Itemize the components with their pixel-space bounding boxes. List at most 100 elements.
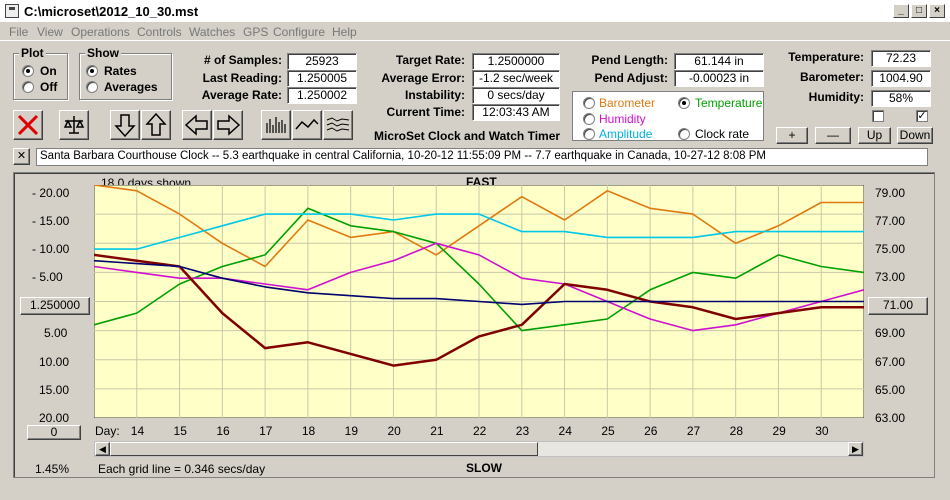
show-rates-label: Rates — [104, 64, 137, 78]
left-tick: 5.00 — [44, 326, 68, 340]
arrow-down-button[interactable] — [110, 110, 140, 140]
x-tick-label: 30 — [815, 424, 829, 438]
temperature-series-line — [94, 207, 864, 332]
plot-on-label: On — [40, 64, 57, 78]
samples-value: 25923 — [287, 53, 357, 70]
humidity-label: Humidity: — [808, 90, 864, 104]
show-rates-radio[interactable] — [86, 65, 98, 77]
average-rate-value: 1.250002 — [287, 87, 357, 104]
x-tick-label: 21 — [430, 424, 444, 438]
humidity-radio[interactable] — [583, 113, 595, 125]
scale-plus-button[interactable]: + — [776, 127, 808, 144]
window-title: C:\microset\2012_10_30.mst — [24, 4, 199, 19]
menu-configure[interactable]: Configure — [273, 25, 326, 39]
last-reading-value: 1.250005 — [287, 70, 357, 87]
arrow-right-button[interactable] — [213, 110, 243, 140]
right-tick: 69.00 — [875, 326, 906, 340]
temperature-label: Temperature: — [788, 50, 864, 64]
scale-down-button[interactable]: Down — [897, 127, 933, 144]
x-tick-label: 22 — [473, 424, 487, 438]
red-x-icon — [17, 114, 39, 136]
menu-gps[interactable]: GPS — [243, 25, 269, 39]
show-averages-radio[interactable] — [86, 81, 98, 93]
pend-adjust-value: -0.00023 in — [674, 70, 764, 87]
right-tick: 65.00 — [875, 383, 906, 397]
day-axis-label: Day: — [95, 424, 120, 438]
target-rate-value[interactable]: 1.2500000 — [472, 53, 560, 70]
pend-length-value[interactable]: 61.144 in — [674, 53, 764, 70]
temperature-option-label: Temperature — [695, 96, 763, 110]
right-tick: 67.00 — [875, 355, 906, 369]
stop-button[interactable] — [13, 110, 43, 140]
line-view-button[interactable] — [292, 110, 322, 140]
pend-adjust-label: Pend Adjust: — [594, 71, 668, 85]
barometer-radio[interactable] — [583, 97, 595, 109]
balance-button[interactable] — [59, 110, 89, 140]
target-rate-label: Target Rate: — [395, 53, 465, 67]
arrow-left-button[interactable] — [182, 110, 212, 140]
plot-on-radio[interactable] — [22, 65, 34, 77]
menu-help[interactable]: Help — [332, 25, 357, 39]
scroll-right-button[interactable]: ▶ — [848, 442, 863, 456]
menu-file[interactable]: File — [9, 25, 29, 39]
bars-view-button[interactable] — [261, 110, 291, 140]
show-group-label: Show — [85, 46, 121, 60]
last-reading-label: Last Reading: — [202, 71, 282, 85]
x-tick-label: 20 — [387, 424, 401, 438]
x-tick-label: 18 — [301, 424, 316, 438]
amplitude-radio[interactable] — [583, 128, 595, 140]
x-tick-label: 25 — [601, 424, 615, 438]
maximize-button[interactable]: □ — [911, 4, 927, 18]
show-group — [79, 53, 172, 100]
left-tick: - 15.00 — [32, 214, 70, 228]
clock-rate-option-label: Clock rate — [695, 127, 750, 141]
humidity-value: 58% — [871, 90, 931, 107]
x-tick-label: 24 — [558, 424, 572, 438]
left-tick: 20.00 — [39, 411, 70, 425]
center-rate-button[interactable]: 1.250000 — [20, 297, 90, 315]
clock-rate-series-line — [94, 253, 864, 367]
minimize-button[interactable]: _ — [893, 4, 909, 18]
arrow-left-icon — [184, 114, 208, 136]
x-axis-ticks: 14 15 16 17 18 19 20 21 22 23 24 25 26 27 28 29 30 — [94, 424, 864, 440]
checkbox-1[interactable] — [872, 110, 884, 122]
menu-view[interactable]: View — [37, 25, 63, 39]
samples-label: # of Samples: — [203, 53, 282, 67]
scale-up-button[interactable]: Up — [858, 127, 891, 144]
clear-log-button[interactable]: ✕ — [13, 148, 30, 165]
right-tick: 77.00 — [875, 214, 906, 228]
left-tick: 15.00 — [39, 383, 70, 397]
product-name: MicroSet Clock and Watch Timer — [374, 129, 561, 143]
event-log: Santa Barbara Courthouse Clock -- 5.3 ea… — [36, 148, 928, 166]
arrow-up-icon — [145, 112, 167, 136]
arrow-up-button[interactable] — [141, 110, 171, 140]
show-averages-label: Averages — [104, 80, 158, 94]
checkbox-2[interactable]: ✓ — [916, 110, 928, 122]
menu-controls[interactable]: Controls — [137, 25, 182, 39]
x-tick-label: 14 — [130, 424, 145, 438]
clock-rate-radio[interactable] — [678, 128, 690, 140]
amplitude-option-label: Amplitude — [599, 127, 653, 141]
barometer-series-line — [94, 185, 864, 268]
menu-watches[interactable]: Watches — [189, 25, 236, 39]
horizontal-scrollbar[interactable]: ◀ ▶ — [94, 441, 864, 457]
app-icon — [5, 4, 19, 18]
series-selector: Barometer Temperature Humidity Amplitude… — [572, 91, 764, 141]
scales-icon — [63, 116, 85, 134]
scroll-left-button[interactable]: ◀ — [95, 442, 110, 456]
temperature-radio[interactable] — [678, 97, 690, 109]
x-tick-label: 17 — [259, 424, 273, 438]
scroll-thumb[interactable] — [110, 442, 538, 456]
offset-button[interactable]: 0 — [27, 425, 81, 440]
bar-graph-icon — [266, 117, 286, 133]
instability-label: Instability: — [404, 88, 465, 102]
multi-line-view-button[interactable] — [323, 110, 353, 140]
menu-operations[interactable]: Operations — [71, 25, 130, 39]
arrow-down-icon — [114, 114, 136, 138]
plot-off-label: Off — [40, 80, 58, 94]
close-button[interactable]: × — [929, 4, 945, 18]
menu-bar: File View Operations Controls Watches GP… — [0, 22, 950, 41]
scale-minus-button[interactable]: — — [815, 127, 851, 144]
plot-off-radio[interactable] — [22, 81, 34, 93]
right-center-button[interactable]: 71.00 — [868, 297, 928, 315]
